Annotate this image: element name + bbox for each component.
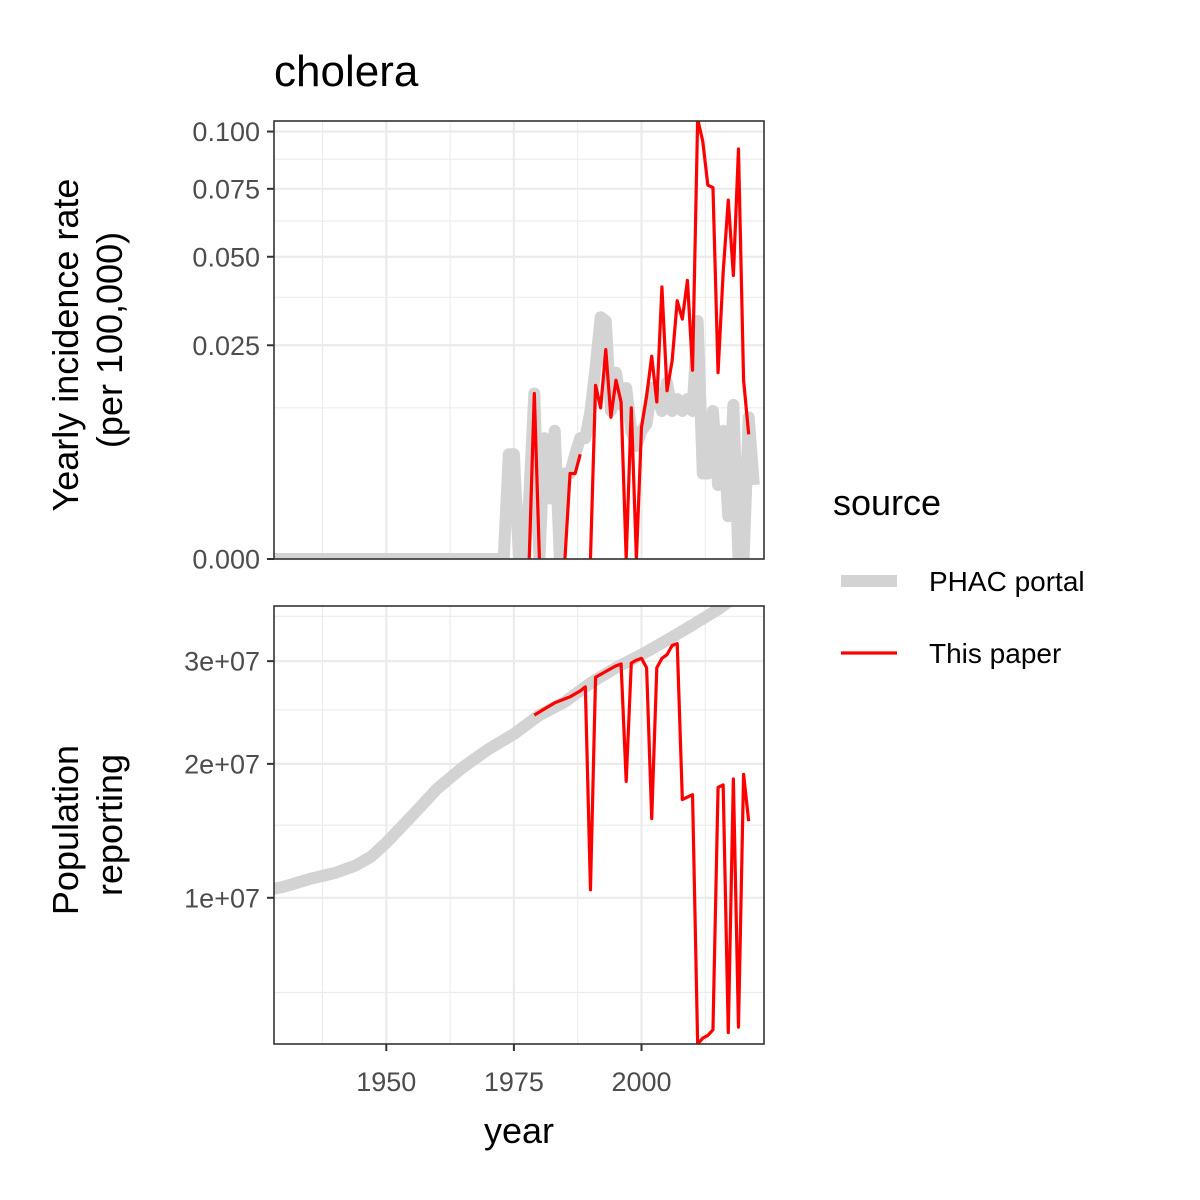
population-y-tick-label: 1e+07	[184, 883, 260, 913]
population-y-tick-label: 2e+07	[184, 749, 260, 779]
population-panel-border	[273, 605, 765, 1045]
incidence-y-axis-title: Yearly incidence rate (per 100,000)	[45, 169, 130, 512]
incidence-y-tick-label: 0.000	[192, 545, 260, 575]
population-series	[274, 606, 751, 1044]
population-y-axis-title-line-1: Population	[45, 745, 86, 915]
x-tick-label: 1950	[356, 1067, 416, 1097]
population-y-axis-title: Population reporting	[45, 735, 130, 915]
population-y-axis-title-line-2: reporting	[89, 754, 130, 896]
chart-title: cholera	[274, 47, 419, 96]
legend: source PHAC portal This paper	[833, 482, 1085, 669]
legend-title: source	[833, 482, 941, 523]
incidence-panel-border	[273, 120, 765, 560]
legend-label-phac-portal: PHAC portal	[929, 566, 1085, 597]
incidence-y-tick-label: 0.025	[192, 331, 260, 361]
x-tick-label: 2000	[611, 1067, 671, 1097]
population-panel: 1e+07 2e+07 3e+07 Population reporting	[45, 605, 765, 1045]
incidence-y-axis-title-line-2: (per 100,000)	[89, 232, 130, 448]
population-y-axis: 1e+07 2e+07 3e+07	[184, 647, 274, 913]
incidence-y-axis-title-line-1: Yearly incidence rate	[45, 179, 86, 512]
incidence-series-line-this-paper	[527, 391, 542, 559]
population-y-tick-label: 3e+07	[184, 647, 260, 677]
x-axis: 1950 1975 2000	[356, 1044, 672, 1097]
incidence-y-tick-label: 0.075	[192, 174, 260, 204]
incidence-series-line-phac-portal	[274, 311, 760, 559]
legend-label-this-paper: This paper	[929, 638, 1061, 669]
incidence-y-tick-label: 0.100	[192, 117, 260, 147]
population-gridlines	[274, 606, 764, 1044]
population-series-line-phac-portal	[274, 606, 733, 895]
x-tick-label: 1975	[484, 1067, 544, 1097]
incidence-panel: 0.000 0.025 0.050 0.075 0.100 Yearly inciden…	[45, 117, 765, 575]
incidence-series-line-this-paper	[588, 121, 751, 559]
incidence-series-line-this-paper	[563, 453, 582, 559]
population-series-line-this-paper	[533, 642, 751, 1044]
incidence-series	[274, 121, 760, 559]
incidence-y-axis: 0.000 0.025 0.050 0.075 0.100	[192, 117, 274, 575]
incidence-y-tick-label: 0.050	[192, 242, 260, 272]
x-axis-title: year	[484, 1110, 554, 1151]
